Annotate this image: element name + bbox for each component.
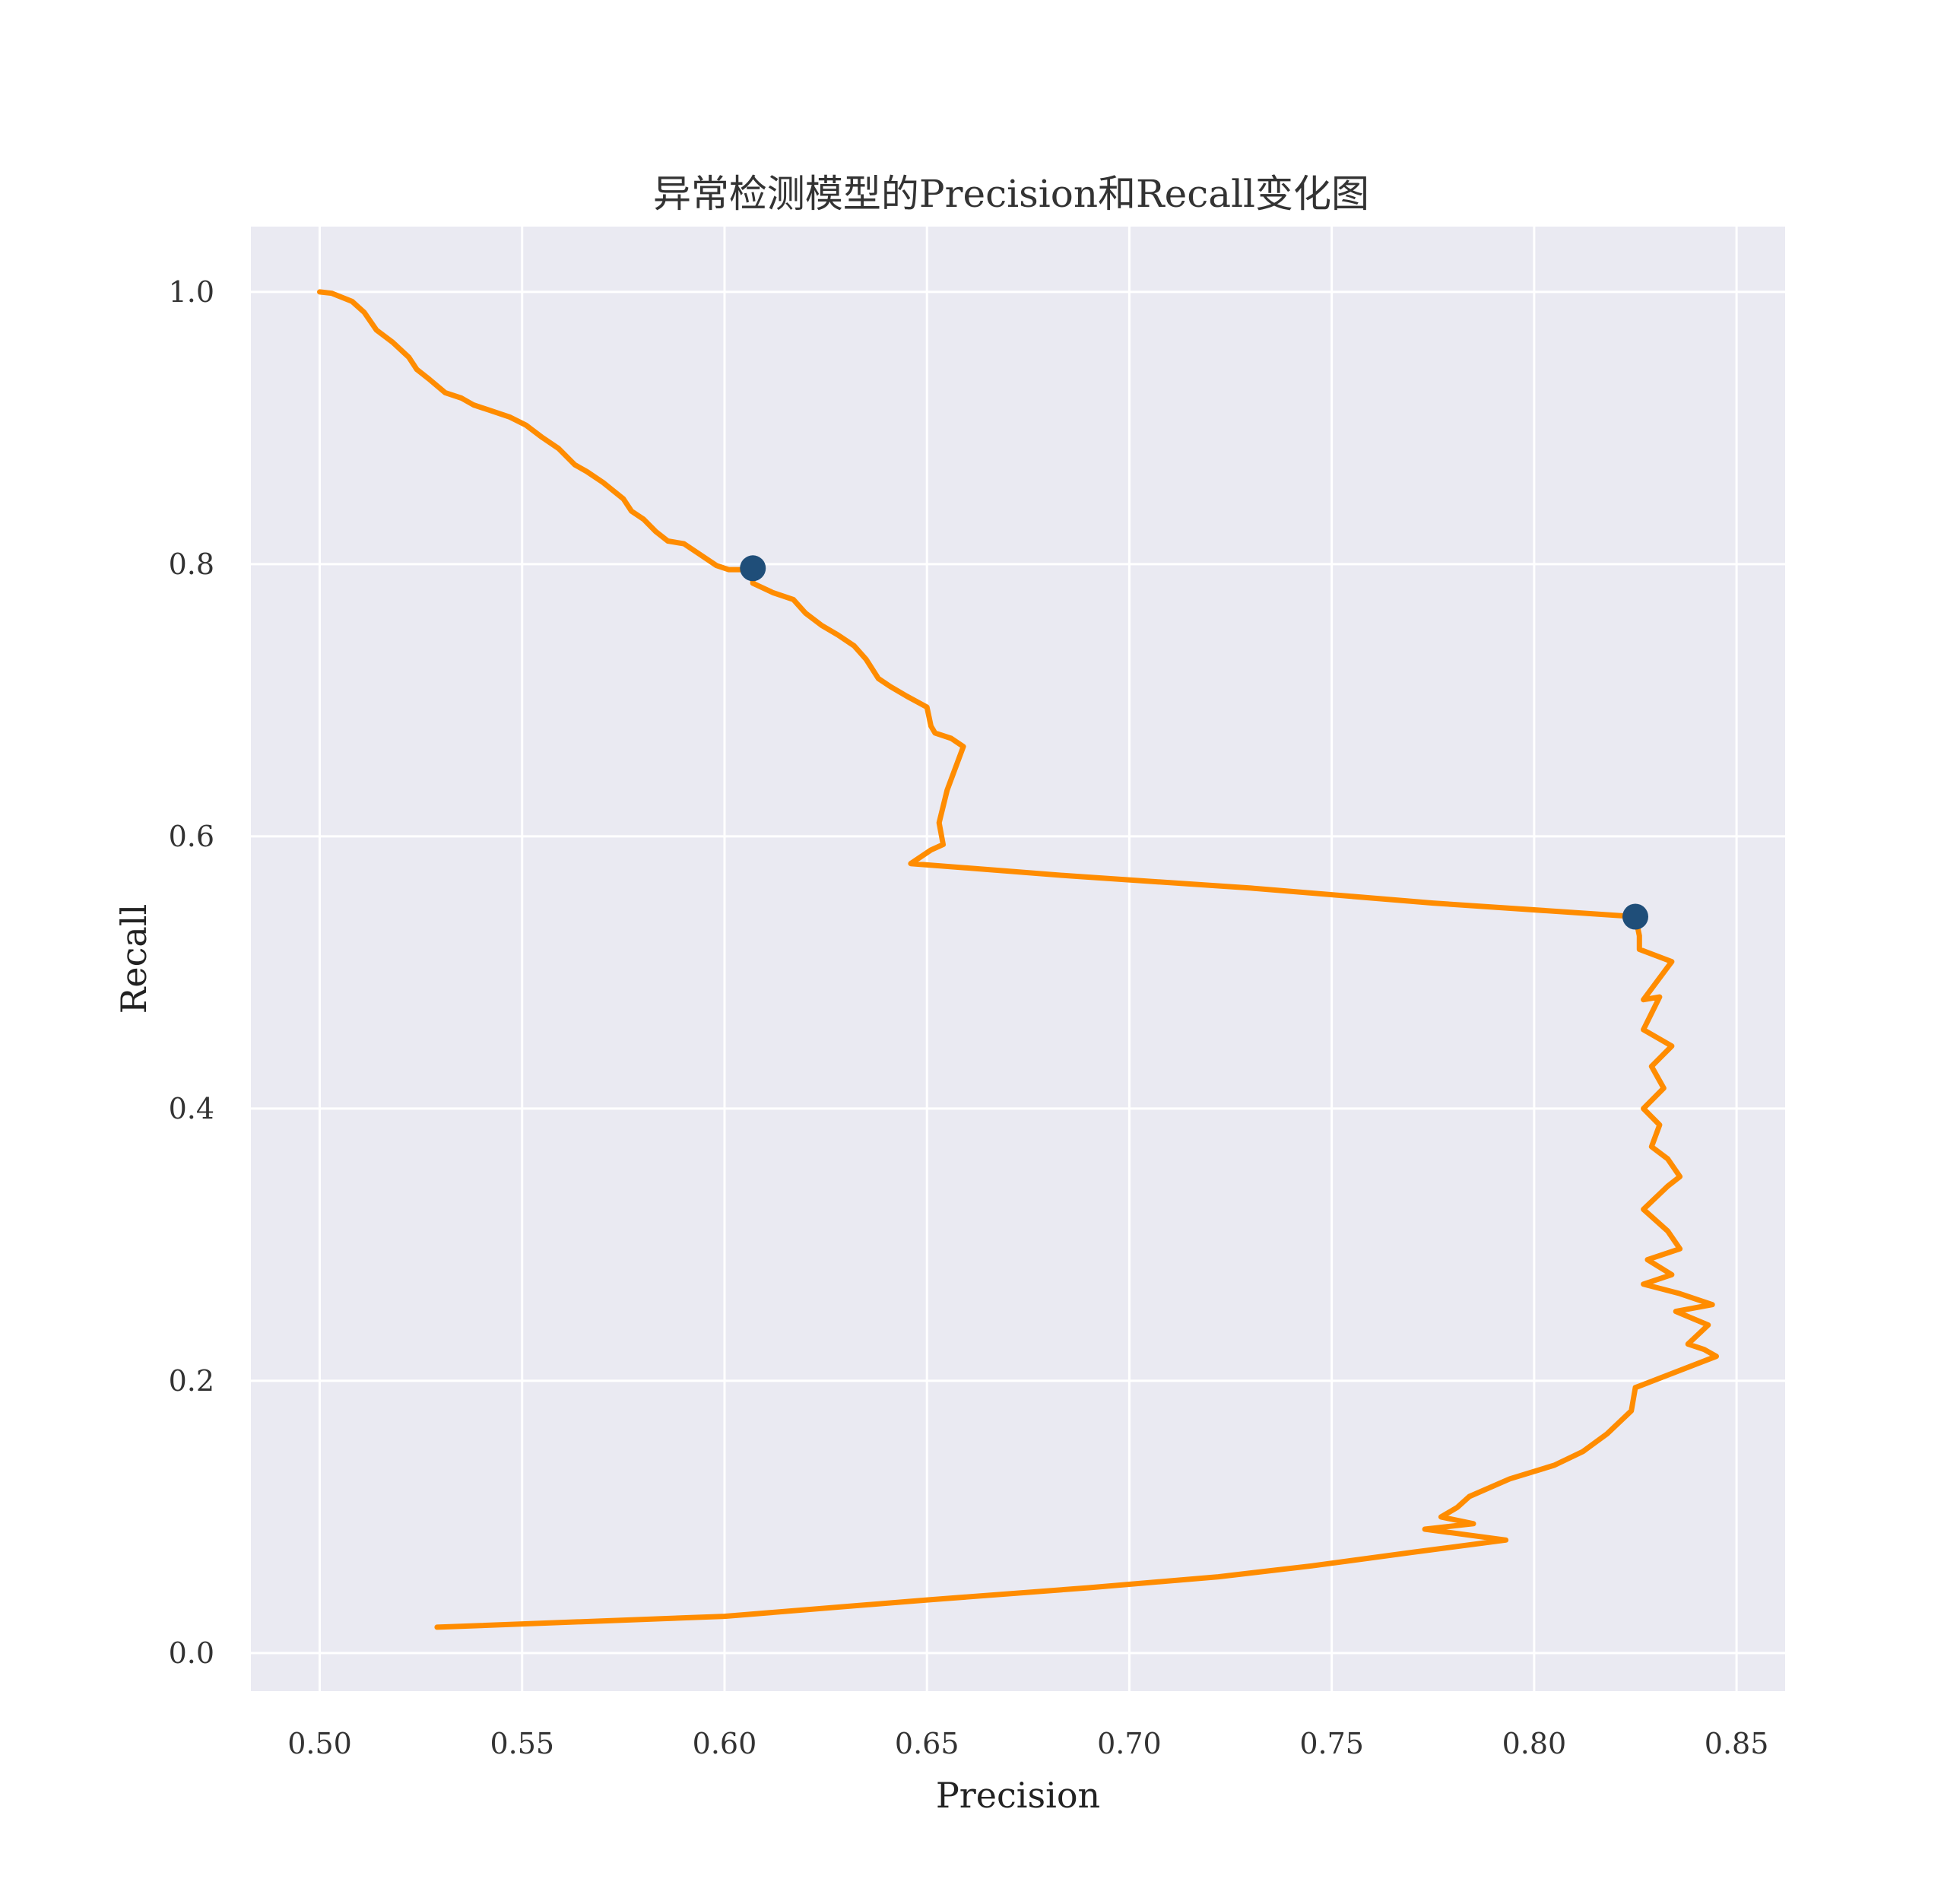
x-tick-labels: 0.50 0.55 0.60 0.65 0.70 0.75 0.80 0.85 (287, 1727, 1768, 1760)
x-tick-label: 0.80 (1502, 1727, 1567, 1760)
x-gridlines (319, 227, 1738, 1691)
y-axis-title: Recall (113, 904, 154, 1014)
y-tick-label: 0.2 (169, 1364, 214, 1398)
x-tick-label: 0.85 (1705, 1727, 1769, 1760)
y-tick-labels: 0.0 0.2 0.4 0.6 0.8 1.0 (169, 275, 214, 1670)
y-tick-label: 0.6 (169, 820, 214, 853)
x-tick-label: 0.75 (1299, 1727, 1364, 1760)
y-tick-label: 0.0 (169, 1636, 214, 1670)
x-tick-label: 0.55 (490, 1727, 554, 1760)
y-tick-label: 0.8 (169, 547, 214, 581)
plot-area (251, 227, 1785, 1691)
x-tick-label: 0.60 (693, 1727, 757, 1760)
y-gridlines (251, 290, 1785, 1655)
threshold-marker (740, 555, 766, 582)
x-tick-label: 0.70 (1097, 1727, 1162, 1760)
precision-recall-line (317, 289, 1719, 1630)
chart-title: 异常检测模型的Precision和Recall变化图 (653, 172, 1369, 216)
x-tick-label: 0.65 (895, 1727, 959, 1760)
threshold-markers (740, 555, 1648, 930)
y-tick-label: 0.4 (169, 1092, 214, 1125)
x-axis-title: Precision (936, 1775, 1100, 1816)
y-tick-label: 1.0 (169, 275, 214, 309)
threshold-marker (1622, 903, 1648, 930)
x-tick-label: 0.50 (287, 1727, 352, 1760)
